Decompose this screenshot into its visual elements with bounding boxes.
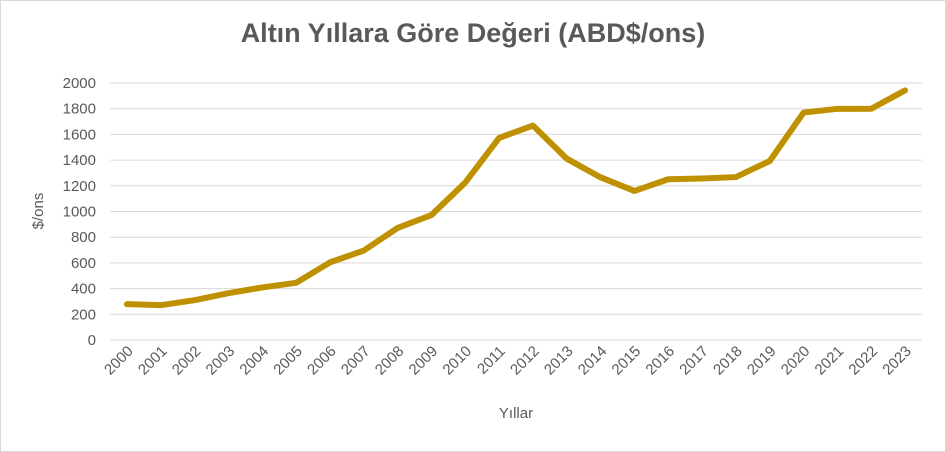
- x-tick-label: 2016: [642, 343, 678, 379]
- data-point: [564, 156, 570, 162]
- y-tick-label: 1000: [63, 204, 96, 221]
- data-point: [259, 284, 265, 291]
- gridlines: [110, 82, 922, 341]
- y-tick-label: 2000: [63, 75, 96, 92]
- x-tick-label: 2000: [101, 343, 137, 379]
- data-point: [834, 106, 841, 112]
- data-point: [496, 135, 502, 141]
- data-point: [767, 158, 773, 164]
- x-tick-labels: 2000200120022003200420052006200720082009…: [101, 343, 915, 379]
- y-tick-label: 400: [71, 281, 96, 298]
- y-tick-label: 1200: [63, 178, 96, 195]
- x-tick-label: 2007: [338, 343, 374, 379]
- x-tick-label: 2017: [676, 343, 712, 379]
- x-tick-label: 2009: [406, 343, 442, 379]
- data-point: [800, 109, 807, 116]
- x-tick-label: 2010: [439, 343, 475, 379]
- data-point: [631, 188, 638, 194]
- data-point: [361, 247, 367, 254]
- y-tick-label: 800: [71, 229, 96, 246]
- x-tick-label: 2003: [203, 343, 239, 379]
- data-point: [699, 175, 705, 182]
- data-point: [124, 301, 130, 307]
- data-point: [902, 87, 908, 93]
- x-tick-label: 2015: [609, 343, 645, 379]
- x-tick-label: 2014: [575, 343, 611, 379]
- x-tick-label: 2006: [304, 343, 340, 379]
- x-tick-label: 2012: [507, 343, 543, 379]
- x-tick-label: 2008: [372, 343, 408, 379]
- data-point: [225, 290, 232, 296]
- data-point: [665, 176, 671, 182]
- x-tick-label: 2020: [778, 343, 814, 379]
- data-point: [868, 106, 874, 112]
- data-point: [462, 179, 468, 186]
- series-line: [123, 87, 909, 309]
- x-tick-label: 2011: [474, 343, 509, 378]
- x-tick-label: 2005: [270, 343, 306, 379]
- data-point: [327, 259, 333, 265]
- x-tick-label: 2021: [812, 343, 848, 379]
- data-point: [293, 280, 299, 286]
- y-tick-label: 0: [88, 332, 96, 349]
- y-axis-title: $/ons: [30, 193, 47, 230]
- x-tick-label: 2019: [744, 343, 780, 379]
- y-tick-label: 200: [71, 306, 96, 323]
- series-lines: [123, 87, 909, 309]
- chart-title: Altın Yıllara Göre Değeri (ABD$/ons): [240, 18, 706, 48]
- data-point: [394, 225, 401, 231]
- x-tick-label: 2022: [845, 343, 881, 379]
- x-tick-label: 2004: [236, 343, 272, 379]
- y-tick-label: 1400: [63, 152, 96, 169]
- x-tick-label: 2018: [710, 343, 746, 379]
- x-tick-label: 2001: [135, 343, 171, 379]
- x-tick-label: 2023: [879, 343, 915, 379]
- data-point: [428, 212, 435, 218]
- data-point: [733, 174, 739, 180]
- y-tick-label: 1800: [63, 101, 96, 118]
- x-tick-label: 2002: [169, 343, 205, 379]
- data-point: [191, 297, 198, 303]
- data-point: [597, 174, 604, 180]
- data-point: [530, 122, 536, 129]
- x-tick-label: 2013: [541, 343, 577, 379]
- data-point: [158, 302, 164, 308]
- y-tick-labels: 0 200 400 600 800 1000 1200 1400 1600 1800 2000: [63, 75, 96, 349]
- x-axis-title: Yıllar: [499, 405, 533, 422]
- y-tick-label: 1600: [63, 126, 96, 143]
- y-tick-label: 600: [71, 255, 96, 272]
